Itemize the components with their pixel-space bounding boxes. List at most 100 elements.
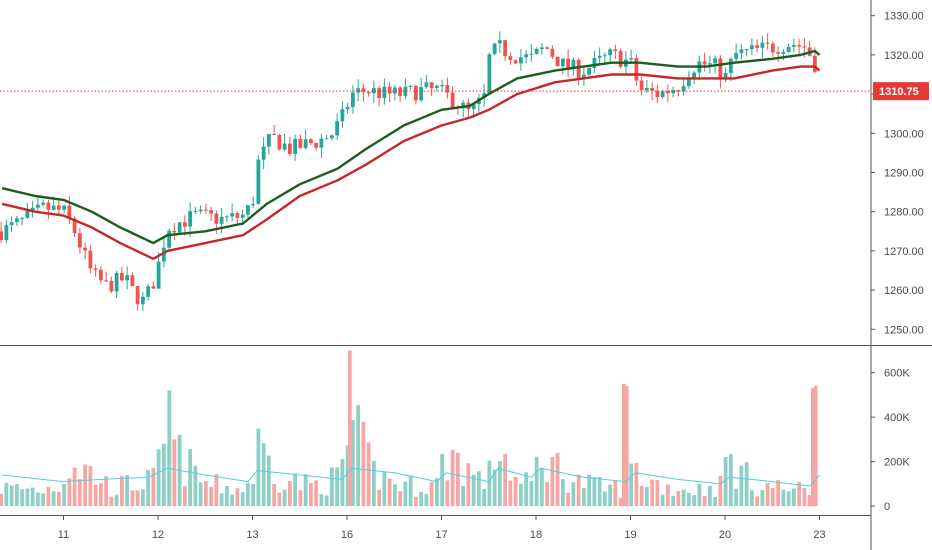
candle-body bbox=[366, 91, 371, 94]
volume-bar bbox=[681, 489, 686, 507]
volume-bar bbox=[261, 443, 266, 507]
candle-body bbox=[671, 90, 676, 94]
volume-bar bbox=[618, 497, 623, 507]
candle-body bbox=[277, 134, 282, 150]
candle-body bbox=[398, 87, 403, 96]
candle-body bbox=[608, 49, 613, 56]
candle-body bbox=[508, 56, 513, 61]
candle-body bbox=[791, 45, 796, 47]
volume-bar bbox=[167, 390, 172, 507]
candle-body bbox=[67, 205, 72, 219]
volume-bar bbox=[807, 494, 812, 507]
volume-bar bbox=[135, 490, 140, 507]
volume-bar bbox=[776, 479, 781, 507]
moving-average-lines bbox=[1, 49, 821, 260]
candle-body bbox=[450, 92, 455, 108]
volume-tick-label: 400K bbox=[884, 412, 910, 424]
price-tick-label: 1280.00 bbox=[884, 207, 924, 219]
price-tick-label: 1290.00 bbox=[884, 168, 924, 180]
volume-bar bbox=[319, 494, 324, 507]
volume-bar bbox=[277, 492, 282, 507]
candle-body bbox=[760, 42, 765, 48]
volume-bar bbox=[324, 495, 329, 507]
volume-bar bbox=[56, 491, 61, 507]
volume-bar bbox=[35, 492, 40, 507]
candle-body bbox=[587, 68, 592, 75]
candle-body bbox=[30, 207, 35, 212]
candle-body bbox=[272, 133, 277, 135]
candle-body bbox=[151, 286, 156, 289]
volume-bar bbox=[786, 491, 791, 507]
volume-bar bbox=[293, 473, 298, 507]
volume-bar bbox=[508, 480, 513, 507]
candle-body bbox=[287, 143, 292, 154]
volume-bar bbox=[434, 478, 439, 507]
candle-body bbox=[14, 218, 19, 223]
candle-body bbox=[219, 216, 224, 224]
candle-body bbox=[361, 88, 366, 92]
volume-bar bbox=[429, 482, 434, 507]
volume-bar bbox=[371, 460, 376, 507]
volume-bar bbox=[340, 459, 345, 507]
candle-body bbox=[734, 53, 739, 59]
candle-body bbox=[371, 88, 376, 94]
volume-bar bbox=[755, 496, 760, 507]
candle-body bbox=[497, 40, 502, 44]
candle-body bbox=[408, 85, 413, 87]
candle-body bbox=[224, 216, 229, 218]
volume-bar bbox=[760, 489, 765, 507]
volume-bar bbox=[734, 488, 739, 507]
candle-body bbox=[702, 61, 707, 65]
volume-bar bbox=[14, 484, 19, 507]
candle-body bbox=[786, 46, 791, 53]
volume-bar bbox=[597, 476, 602, 507]
volume-bar bbox=[188, 449, 193, 507]
time-axis-ticks: 11 12 13 16 17 18 19 20 23 bbox=[58, 516, 826, 541]
volume-bar bbox=[440, 453, 445, 507]
candle-body bbox=[240, 214, 245, 218]
candle-body bbox=[812, 55, 817, 72]
candle-body bbox=[566, 58, 571, 70]
current-price-label: 1310.75 bbox=[879, 86, 919, 98]
candle-body bbox=[713, 58, 718, 64]
volume-bar bbox=[592, 477, 597, 507]
volume-bar bbox=[802, 488, 807, 507]
candle-body bbox=[718, 58, 723, 80]
volume-bar bbox=[251, 483, 256, 507]
volume-bar bbox=[671, 495, 676, 507]
volume-bar bbox=[466, 463, 471, 507]
candle-body bbox=[314, 143, 319, 148]
volume-bar bbox=[140, 489, 145, 507]
volume-bar bbox=[629, 463, 634, 507]
candle-body bbox=[125, 275, 130, 281]
volume-bar bbox=[209, 486, 214, 507]
candle-body bbox=[723, 72, 728, 80]
candle-body bbox=[93, 268, 98, 270]
candle-body bbox=[167, 230, 172, 248]
candle-body bbox=[613, 49, 618, 51]
volume-bar bbox=[240, 492, 245, 507]
candle-body bbox=[104, 280, 109, 282]
volume-bar bbox=[718, 475, 723, 507]
candle-body bbox=[560, 58, 565, 67]
candle-body bbox=[445, 85, 450, 93]
volume-bar bbox=[713, 497, 718, 507]
candle-body bbox=[350, 92, 355, 107]
candle-body bbox=[4, 225, 9, 241]
volume-bar bbox=[347, 350, 352, 507]
volume-bar bbox=[576, 474, 581, 507]
volume-bar bbox=[303, 474, 308, 507]
candle-body bbox=[83, 247, 88, 251]
candle-body bbox=[434, 85, 439, 88]
candle-body bbox=[555, 56, 560, 67]
volume-bar bbox=[62, 484, 67, 507]
candle-body bbox=[597, 55, 602, 58]
candle-body bbox=[188, 211, 193, 227]
volume-bar bbox=[655, 479, 660, 507]
candle-body bbox=[739, 49, 744, 54]
candle-body bbox=[119, 273, 124, 281]
volume-bar bbox=[665, 484, 670, 507]
volume-bar bbox=[93, 484, 98, 507]
candle-body bbox=[9, 222, 14, 226]
